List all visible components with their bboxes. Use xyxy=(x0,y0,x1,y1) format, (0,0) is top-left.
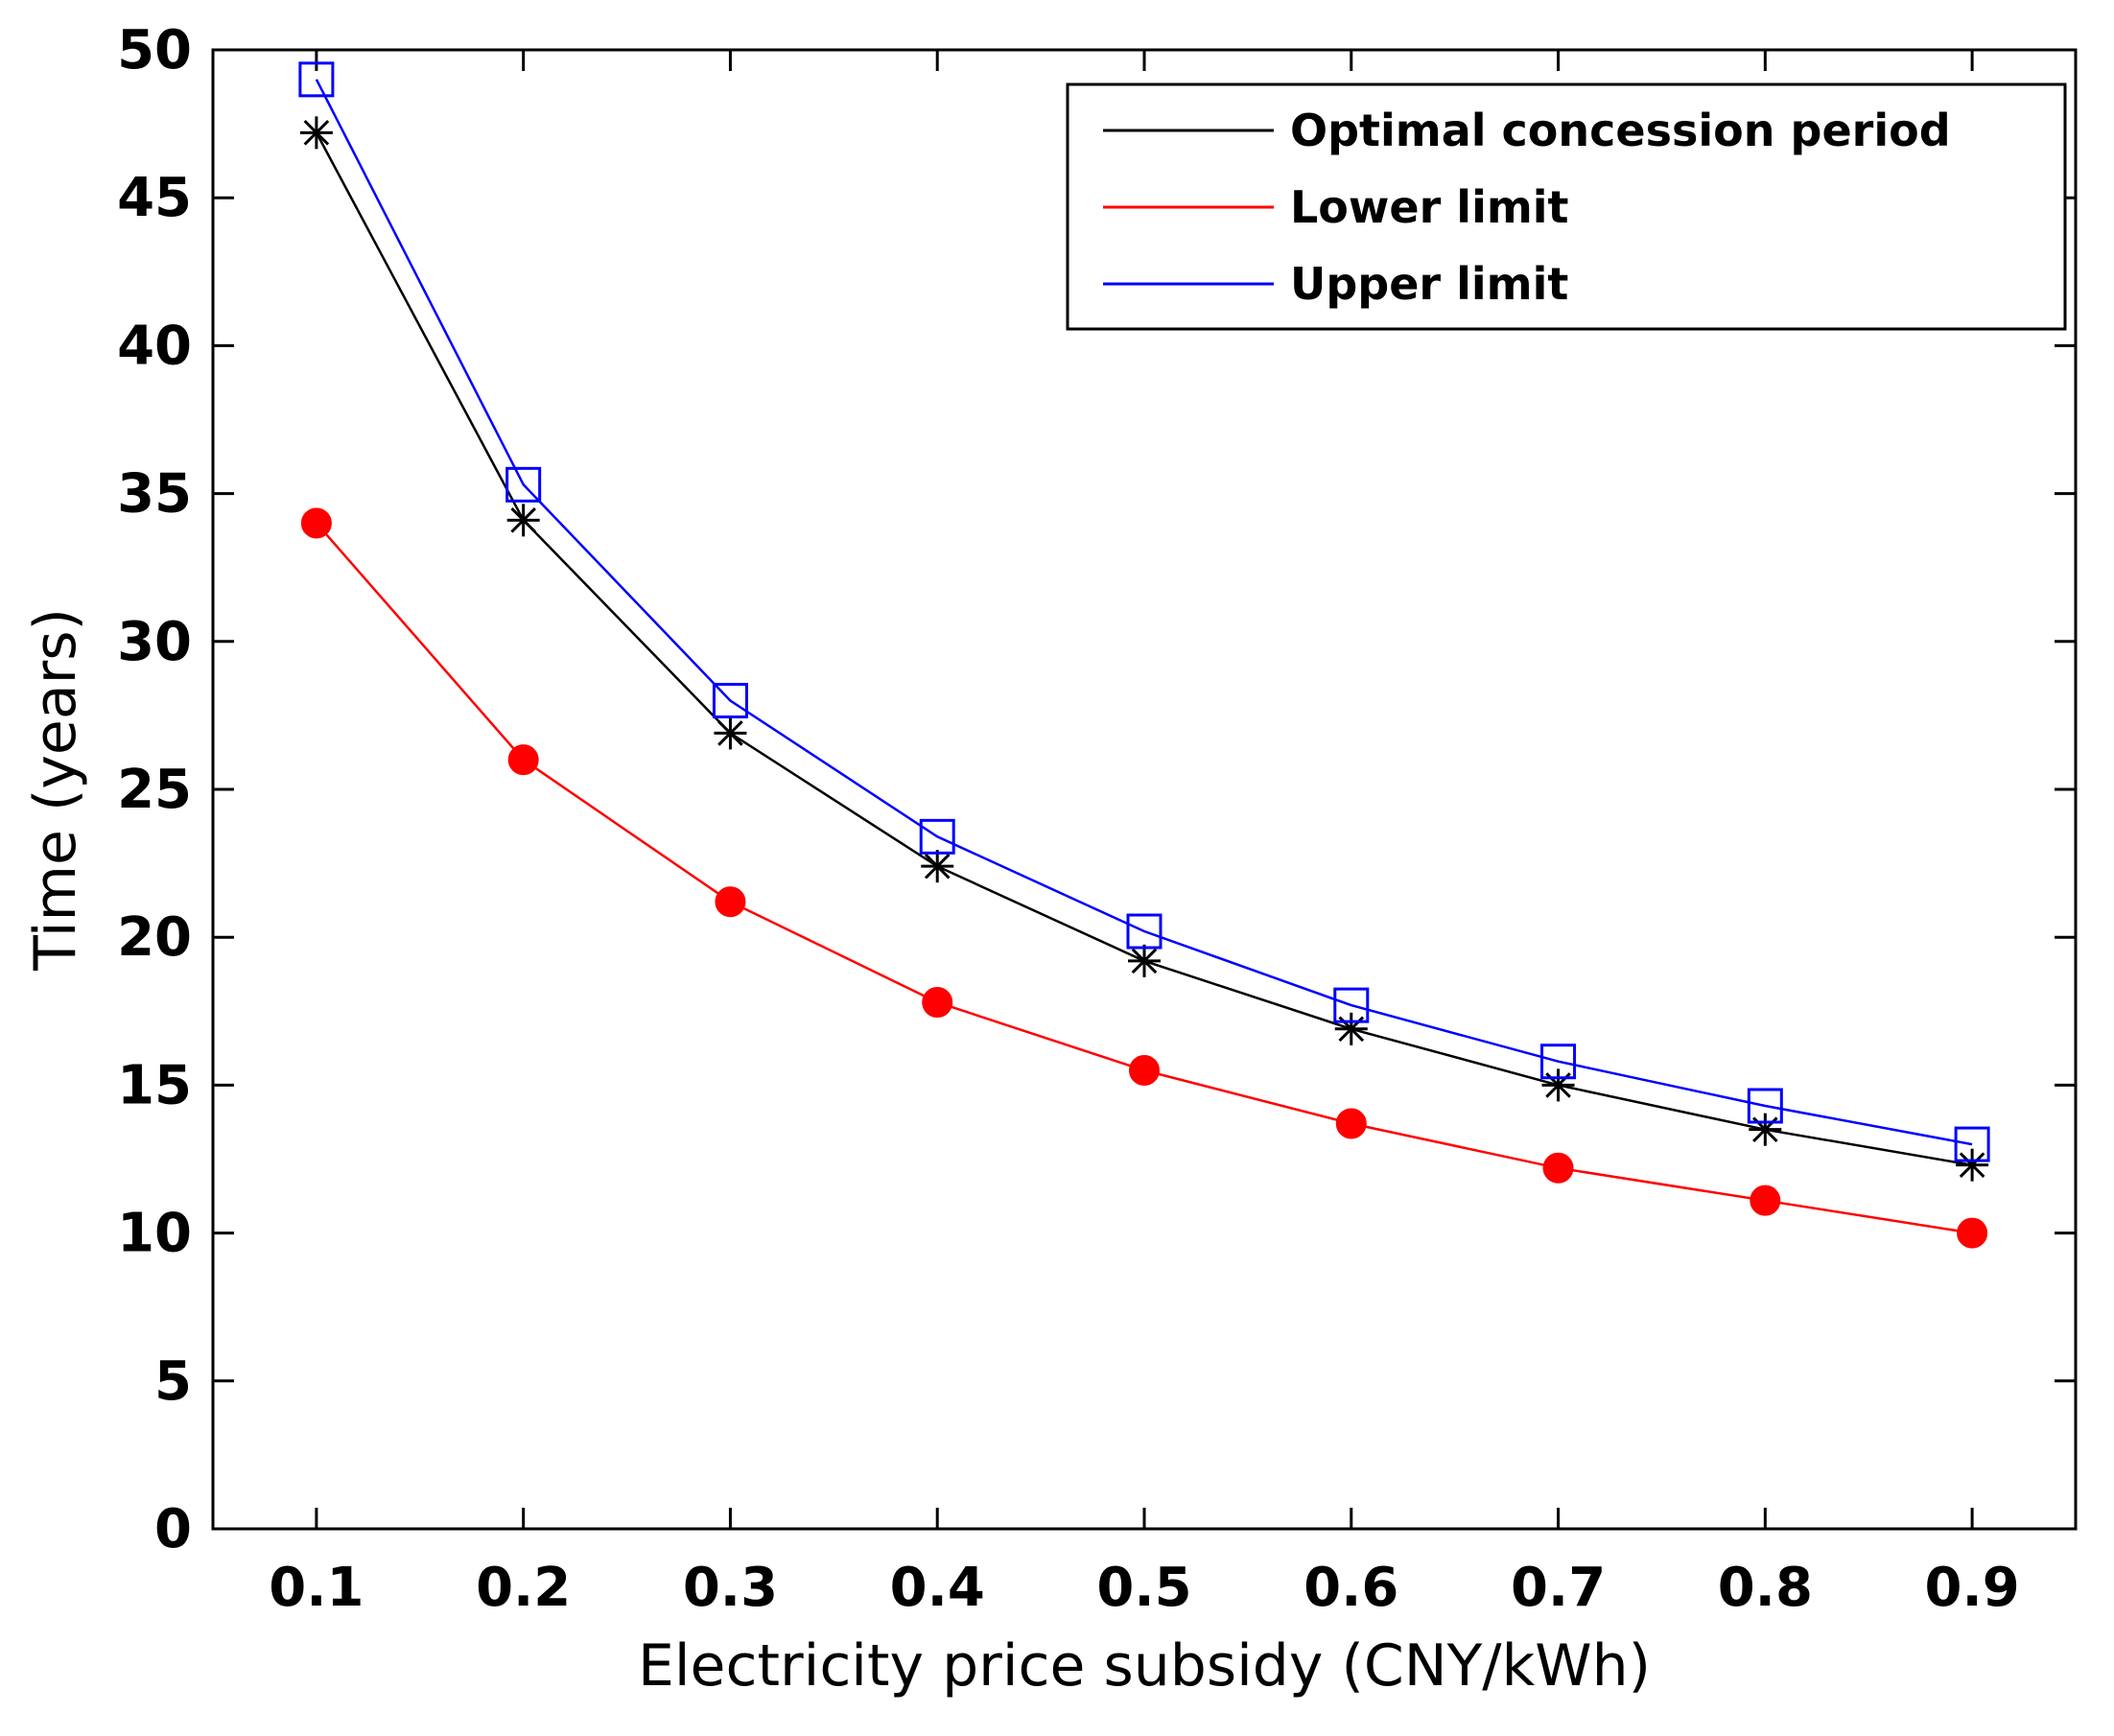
data-point xyxy=(1542,1152,1574,1184)
y-tick-label: 40 xyxy=(117,315,192,377)
x-tick-label: 0.9 xyxy=(1925,1557,2020,1619)
legend-label-upper: Upper limit xyxy=(1290,258,1568,310)
data-point xyxy=(1750,1185,1781,1216)
x-axis-label: Electricity price subsidy (CNY/kWh) xyxy=(638,1632,1651,1700)
data-point xyxy=(506,504,540,537)
data-point xyxy=(298,61,335,98)
x-tick-label: 0.8 xyxy=(1718,1557,1813,1619)
data-point xyxy=(507,744,539,776)
data-point xyxy=(1129,1054,1160,1086)
y-axis-ticks: 0 5 10 15 20 25 30 35 40 45 50 xyxy=(117,19,2076,1560)
x-tick-label: 0.1 xyxy=(269,1557,364,1619)
data-point xyxy=(1335,1108,1367,1139)
x-tick-label: 0.2 xyxy=(476,1557,571,1619)
data-point xyxy=(1128,944,1161,977)
x-tick-label: 0.4 xyxy=(890,1557,985,1619)
data-point xyxy=(919,818,955,855)
data-point xyxy=(1957,1217,1988,1249)
data-point xyxy=(922,987,953,1019)
data-point xyxy=(1747,1088,1783,1124)
data-point xyxy=(715,886,746,918)
y-tick-label: 5 xyxy=(154,1350,192,1413)
legend: Optimal concession period Lower limit Up… xyxy=(1066,82,2067,331)
x-axis-ticks: 0.1 0.2 0.3 0.4 0.5 0.6 0.7 0.8 0.9 xyxy=(269,50,2020,1619)
data-point xyxy=(1540,1044,1577,1080)
data-point xyxy=(505,466,542,503)
legend-label-optimal: Optimal concession period xyxy=(1290,105,1951,156)
legend-label-lower: Lower limit xyxy=(1290,181,1569,233)
data-point xyxy=(1749,1113,1782,1146)
data-point xyxy=(300,507,332,539)
series-lower-limit xyxy=(300,507,1988,1249)
data-point xyxy=(1956,1148,1989,1182)
y-tick-label: 0 xyxy=(154,1498,192,1560)
x-tick-label: 0.7 xyxy=(1511,1557,1606,1619)
data-point xyxy=(1334,1012,1368,1045)
series-layer xyxy=(298,61,1990,1249)
y-tick-label: 45 xyxy=(117,167,192,229)
y-tick-label: 15 xyxy=(117,1054,192,1116)
y-tick-label: 20 xyxy=(117,906,192,969)
y-tick-label: 50 xyxy=(117,19,192,82)
plot-frame xyxy=(211,48,2078,1531)
y-axis-label: Time (years) xyxy=(22,608,89,972)
y-tick-label: 10 xyxy=(117,1203,192,1265)
x-tick-label: 0.3 xyxy=(683,1557,778,1619)
data-point xyxy=(1541,1068,1575,1102)
data-point xyxy=(712,682,748,718)
data-point xyxy=(714,716,747,750)
y-tick-label: 25 xyxy=(117,759,192,821)
data-point xyxy=(1954,1126,1990,1162)
series-line xyxy=(315,79,1973,1146)
data-point xyxy=(921,850,954,883)
x-tick-label: 0.6 xyxy=(1304,1557,1398,1619)
series-upper-limit xyxy=(298,61,1990,1162)
data-point xyxy=(1126,913,1163,950)
legend-box xyxy=(1066,82,2067,331)
series-optimal-concession-period xyxy=(299,116,1989,1182)
data-point xyxy=(299,116,333,150)
x-tick-label: 0.5 xyxy=(1096,1557,1191,1619)
y-tick-label: 30 xyxy=(117,611,192,673)
data-point xyxy=(1333,987,1370,1023)
y-tick-label: 35 xyxy=(117,463,192,526)
